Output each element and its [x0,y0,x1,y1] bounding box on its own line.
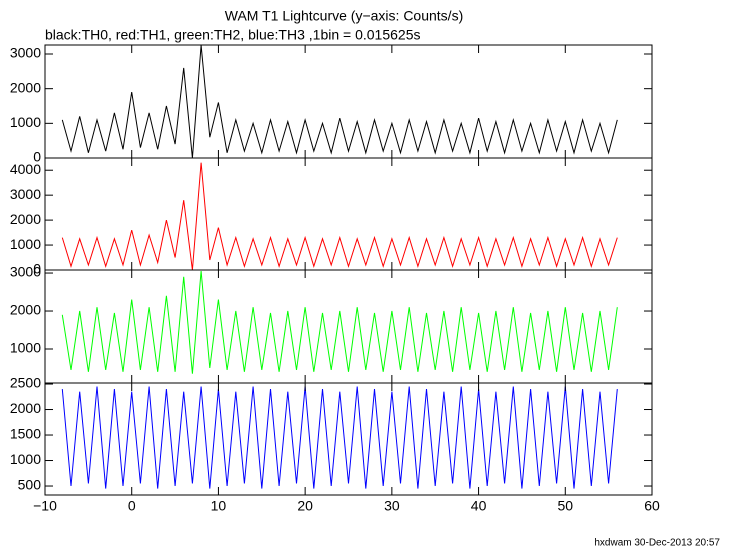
lightcurve [61,386,618,489]
y-tick-label: 1000 [10,340,41,356]
y-tick-label: 3000 [10,186,41,202]
x-tick-label: 30 [384,498,400,514]
lightcurve [61,271,618,374]
y-tick-label: 1000 [10,236,41,252]
y-tick-label: 0 [33,149,41,165]
y-tick-label: 3000 [10,45,41,61]
y-tick-label: 1000 [10,114,41,130]
y-tick-label: 2000 [10,400,41,416]
x-tick-label: 40 [471,498,487,514]
y-tick-label: 2000 [10,79,41,95]
lightcurve [61,162,618,271]
y-tick-label: 4000 [10,161,41,177]
x-tick-label: −10 [33,498,57,514]
y-tick-label: 2000 [10,211,41,227]
footer: hxdwam 30-Dec-2013 20:57 [594,538,720,549]
panel-frame [44,382,653,496]
x-tick-label: 60 [644,498,660,514]
x-tick-label: 20 [297,498,313,514]
y-tick-label: 1000 [10,451,41,467]
y-tick-label: 2000 [10,302,41,318]
x-tick-label: 10 [211,498,227,514]
x-tick-label: 0 [128,498,136,514]
chart-subtitle: black:TH0, red:TH1, green:TH2, blue:TH3 … [45,27,420,43]
chart-title: WAM T1 Lightcurve (y−axis: Counts/s) [225,8,463,24]
y-tick-label: 2500 [10,375,41,391]
y-tick-label: 3000 [10,264,41,280]
y-tick-label: 0 [33,261,41,277]
y-tick-label: 1500 [10,426,41,442]
lightcurve [61,45,618,159]
y-tick-label: 500 [18,477,42,493]
x-tick-label: 50 [557,498,573,514]
